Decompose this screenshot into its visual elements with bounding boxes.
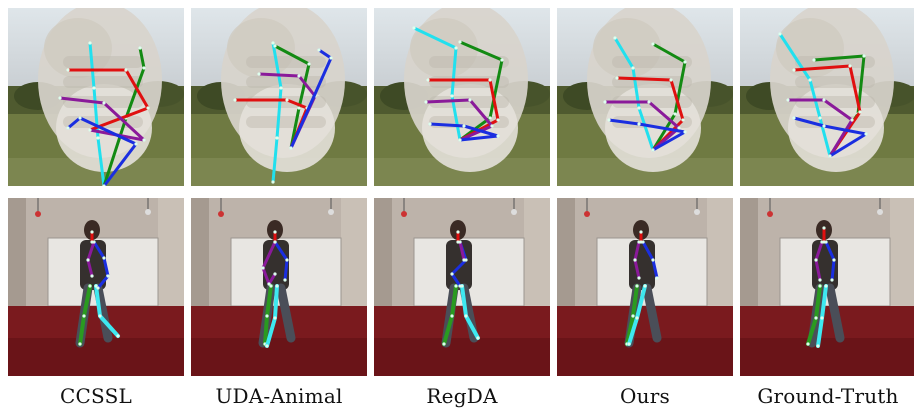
- hand-image-uda-animal: [191, 8, 367, 186]
- caption-ground-truth: Ground-Truth: [757, 384, 899, 408]
- pose-visualization: [374, 198, 550, 376]
- caption-ccssl: CCSSL: [60, 384, 132, 408]
- hand-image-ccssl: [8, 8, 184, 186]
- pose-visualization: [374, 8, 550, 186]
- caption-ours: Ours: [620, 384, 670, 408]
- hand-image-ground-truth: [740, 8, 914, 186]
- pose-visualization: [740, 8, 914, 186]
- human-image-ours: [557, 198, 733, 376]
- pose-visualization: [8, 198, 184, 376]
- pose-visualization: [740, 198, 914, 376]
- pose-visualization: [557, 198, 733, 376]
- pose-visualization: [191, 198, 367, 376]
- hand-image-ours: [557, 8, 733, 186]
- human-image-regda: [374, 198, 550, 376]
- caption-uda-animal: UDA-Animal: [215, 384, 343, 408]
- human-image-uda-animal: [191, 198, 367, 376]
- human-image-ccssl: [8, 198, 184, 376]
- pose-visualization: [191, 8, 367, 186]
- human-image-ground-truth: [740, 198, 914, 376]
- pose-visualization: [8, 8, 184, 186]
- hand-image-regda: [374, 8, 550, 186]
- pose-visualization: [557, 8, 733, 186]
- caption-regda: RegDA: [426, 384, 498, 408]
